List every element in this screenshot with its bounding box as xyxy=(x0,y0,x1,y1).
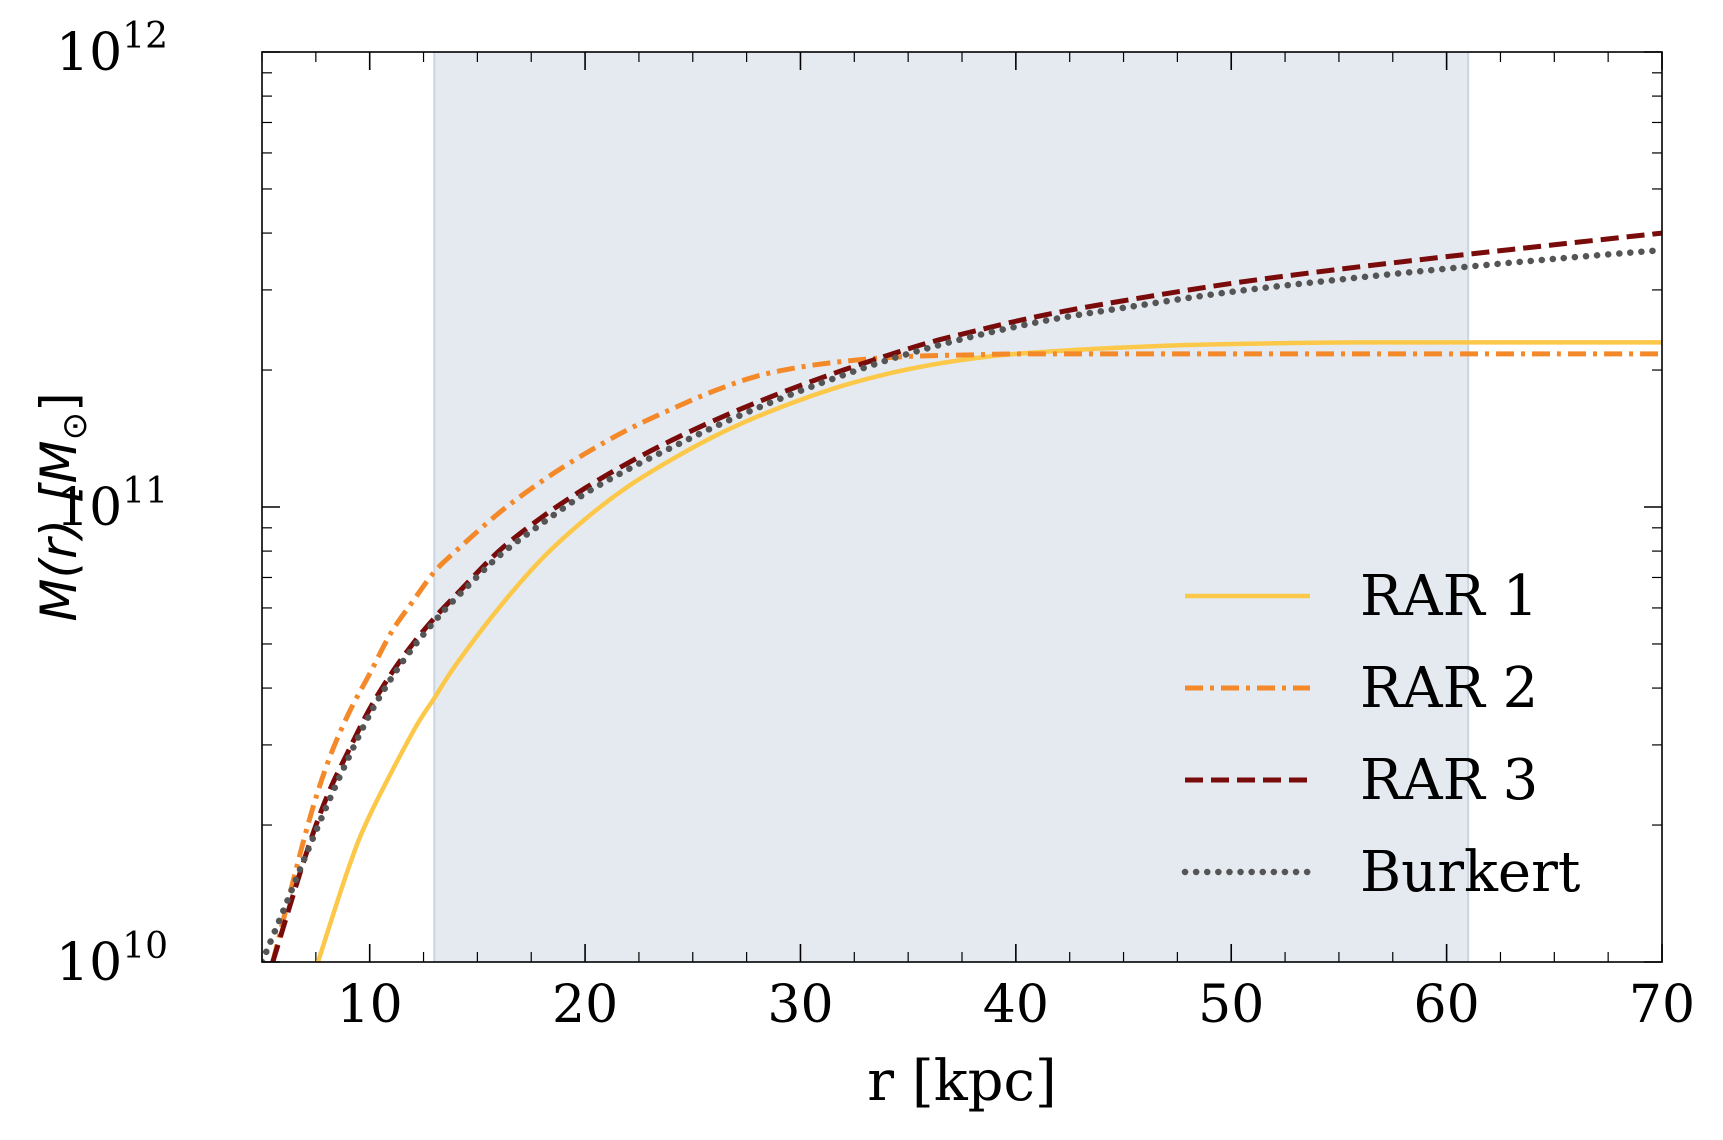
legend: RAR 1 RAR 2 RAR 3 Burkert xyxy=(1181,564,1581,905)
series-line-burkert xyxy=(262,246,1662,962)
x-tick-label: 10 xyxy=(337,975,403,1035)
legend-label-burkert: Burkert xyxy=(1360,840,1581,905)
series-line-rar-1 xyxy=(315,340,1662,962)
y-axis-label-subscript: ⊙ xyxy=(55,412,95,441)
y-axis-label-main: M(r) [M xyxy=(30,440,88,621)
x-tick-labels: 10 20 30 40 50 60 70 xyxy=(337,975,1695,1035)
y-tick-label-base: 10 xyxy=(56,933,122,993)
shaded-region xyxy=(434,52,1469,962)
x-tick-label: 70 xyxy=(1629,975,1695,1035)
legend-label-rar-1: RAR 1 xyxy=(1360,564,1538,629)
plot-frame xyxy=(261,51,1663,963)
y-tick-label-exponent: 11 xyxy=(122,471,168,512)
shaded-region-layer xyxy=(433,52,1470,962)
y-tick-label-base: 10 xyxy=(56,478,122,538)
x-tick-label: 30 xyxy=(767,975,833,1035)
x-tick-label: 20 xyxy=(552,975,618,1035)
x-tick-label: 60 xyxy=(1414,975,1480,1035)
y-tick-label: 1011 xyxy=(56,471,168,538)
y-tick-label-exponent: 12 xyxy=(122,16,168,57)
x-axis-label: r [kpc] xyxy=(867,1049,1056,1114)
legend-label-rar-2: RAR 2 xyxy=(1360,656,1538,721)
legend-label-rar-3: RAR 3 xyxy=(1360,748,1538,813)
plot-area xyxy=(262,230,1662,962)
x-tick-label: 50 xyxy=(1198,975,1264,1035)
y-tick-label: 1010 xyxy=(56,926,168,993)
y-tick-label-exponent: 10 xyxy=(122,926,168,967)
series-line-rar-2 xyxy=(270,351,1662,962)
series-layer xyxy=(262,230,1662,962)
y-axis-label: M(r) [M⊙] xyxy=(30,392,95,621)
y-axis-label-close: ] xyxy=(30,392,88,412)
series-line-rar-3 xyxy=(270,230,1662,962)
y-tick-label-base: 10 xyxy=(56,23,122,83)
x-tick-label: 40 xyxy=(983,975,1049,1035)
y-tick-label: 1012 xyxy=(56,16,168,83)
